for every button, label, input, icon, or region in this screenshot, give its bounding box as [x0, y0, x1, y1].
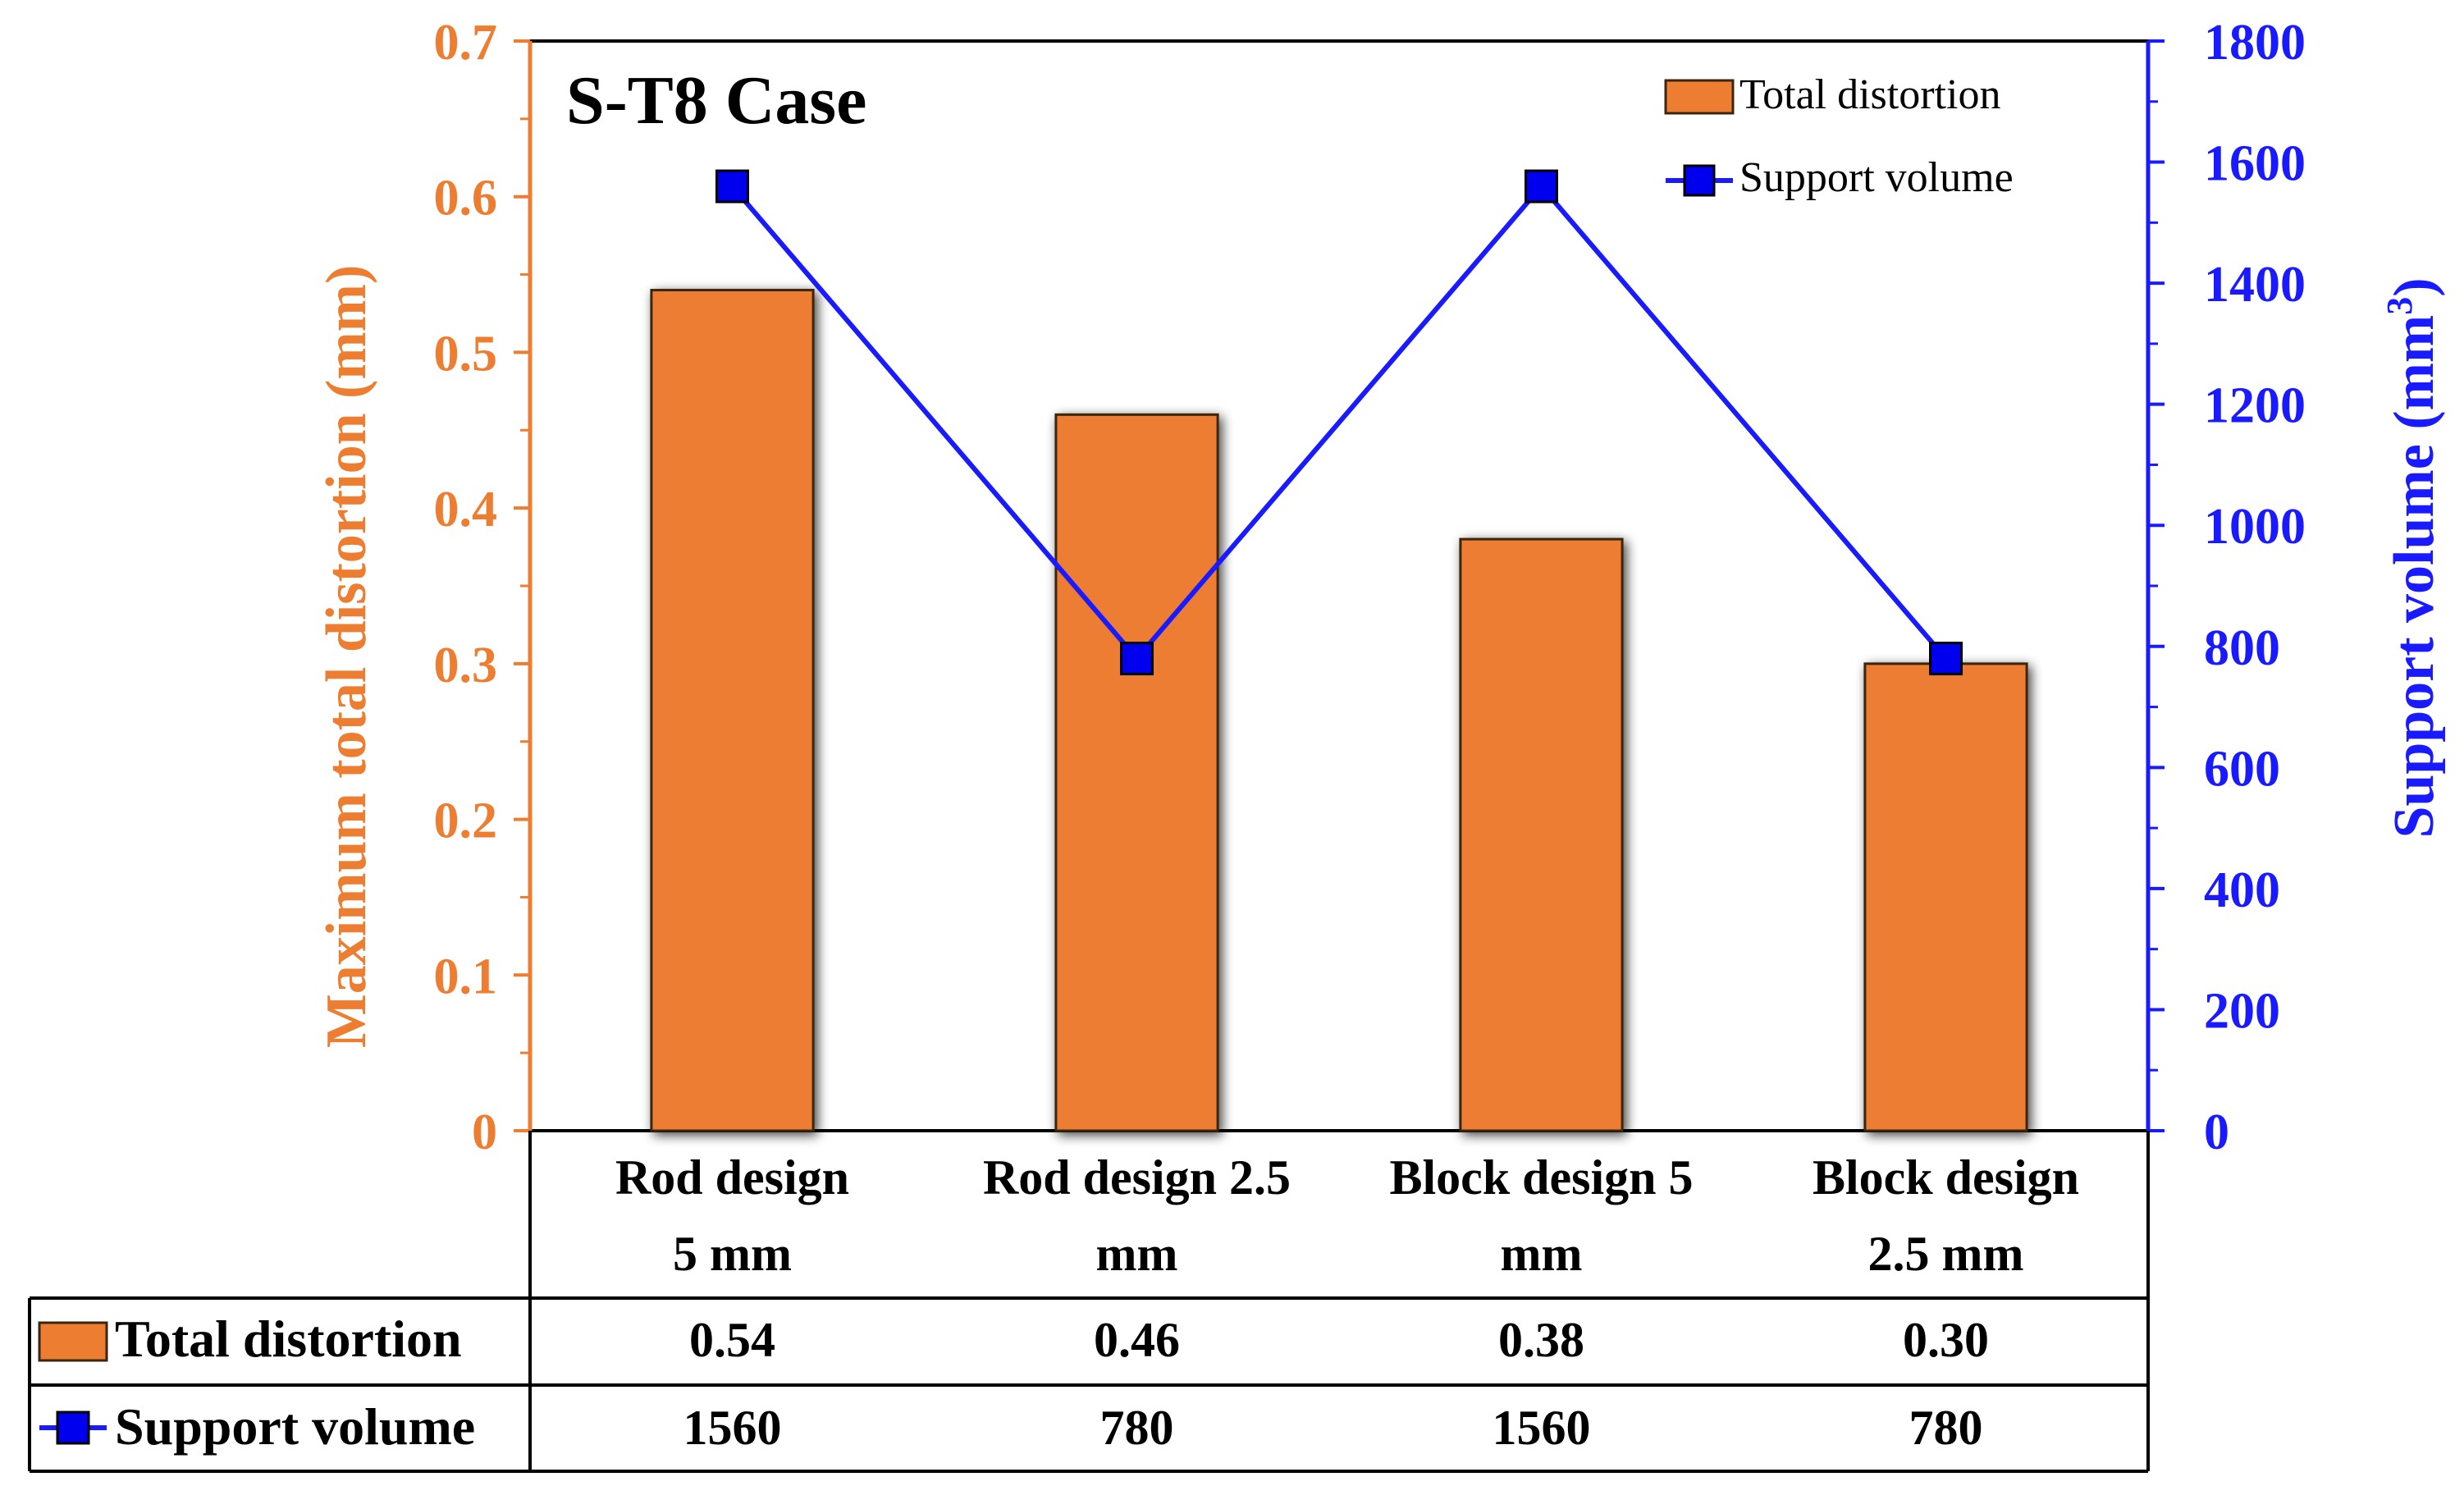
bar-total-distortion: [650, 289, 815, 1132]
support-volume-marker: [1929, 642, 1963, 676]
category-label: mm: [1501, 1227, 1583, 1281]
right-tick-label: 800: [2204, 620, 2280, 676]
legend-label-total-distortion: Total distortion: [1739, 71, 2000, 118]
left-tick-label: 0.6: [434, 171, 498, 226]
bar-total-distortion: [1863, 662, 2028, 1132]
category-label: Rod design 2.5: [983, 1150, 1291, 1205]
category-labels: Rod design 5 mm Rod design 2.5 mm Block desi…: [615, 1150, 2079, 1281]
right-tick-label: 1200: [2204, 378, 2306, 434]
category-label: mm: [1096, 1227, 1178, 1281]
legend-label-support-volume: Support volume: [1739, 154, 2014, 201]
right-tick-label: 1000: [2204, 499, 2306, 555]
category-label: 2.5 mm: [1868, 1227, 2024, 1281]
legend: Total distortion Support volume: [1664, 71, 2014, 201]
bar-total-distortion: [1054, 413, 1219, 1132]
chart-title: S-T8 Case: [566, 62, 866, 139]
table-value-support-volume: 1560: [683, 1401, 782, 1455]
right-tick-label: 1600: [2204, 136, 2306, 192]
support-volume-marker: [1525, 169, 1558, 203]
right-tick-label: 200: [2204, 983, 2280, 1039]
left-tick-label: 0.3: [434, 638, 498, 693]
category-label: 5 mm: [673, 1227, 792, 1281]
table-value-support-volume: 780: [1100, 1401, 1174, 1455]
table-values: 0.54 0.46 0.38 0.30 1560 780 1560 780: [683, 1313, 1990, 1455]
table-row-label-total-distortion: Total distortion: [115, 1310, 462, 1368]
table-value-total-distortion: 0.30: [1903, 1313, 1989, 1367]
table-value-total-distortion: 0.54: [689, 1313, 775, 1367]
table-value-support-volume: 780: [1909, 1401, 1983, 1455]
left-axis-title: Maximum total distortion (mm): [315, 265, 378, 1049]
left-tick-label: 0.4: [434, 482, 498, 537]
support-volume-line: [730, 182, 1948, 663]
table-marker-swatch: [56, 1411, 90, 1445]
table-value-total-distortion: 0.46: [1094, 1313, 1180, 1367]
right-tick-label: 0: [2204, 1104, 2229, 1160]
line-series: [715, 169, 1963, 676]
category-label: Block design: [1813, 1150, 2079, 1205]
table-value-support-volume: 1560: [1493, 1401, 1591, 1455]
category-label: Rod design: [615, 1150, 849, 1205]
legend-marker-swatch: [1683, 164, 1716, 197]
table-row-label-support-volume: Support volume: [115, 1397, 475, 1456]
legend-bar-swatch: [1664, 79, 1735, 115]
left-tick-label: 0.1: [434, 949, 498, 1004]
data-table-grid: [28, 1131, 2150, 1473]
right-tick-label: 1400: [2204, 257, 2306, 313]
right-axis-title-sup: 3: [2379, 297, 2420, 315]
left-tick-label: 0: [472, 1104, 497, 1160]
bar-total-distortion: [1459, 537, 1624, 1132]
right-tick-label: 400: [2204, 862, 2280, 918]
right-axis-title: Support volume (mm3): [2379, 277, 2446, 838]
table-value-total-distortion: 0.38: [1498, 1313, 1584, 1367]
left-tick-label: 0.7: [434, 15, 498, 71]
right-axis-title-main: Support volume (mm: [2383, 315, 2446, 839]
left-tick-label: 0.2: [434, 793, 498, 849]
right-axis-ticks: 0 200 400 600 800 1000 1200 1400 1600 1800: [2148, 15, 2306, 1160]
right-tick-label: 600: [2204, 741, 2280, 797]
support-volume-marker: [1120, 642, 1154, 676]
left-tick-label: 0.5: [434, 326, 498, 382]
bar-series: [650, 289, 2028, 1132]
table-bar-swatch: [38, 1321, 108, 1362]
right-axis-title-end: ): [2383, 277, 2446, 296]
support-volume-marker: [715, 169, 749, 203]
right-tick-label: 1800: [2204, 15, 2306, 71]
category-label: Block design 5: [1389, 1150, 1693, 1205]
left-axis-ticks: 0 0.1 0.2 0.3 0.4 0.5 0.6 0.7: [434, 15, 530, 1160]
